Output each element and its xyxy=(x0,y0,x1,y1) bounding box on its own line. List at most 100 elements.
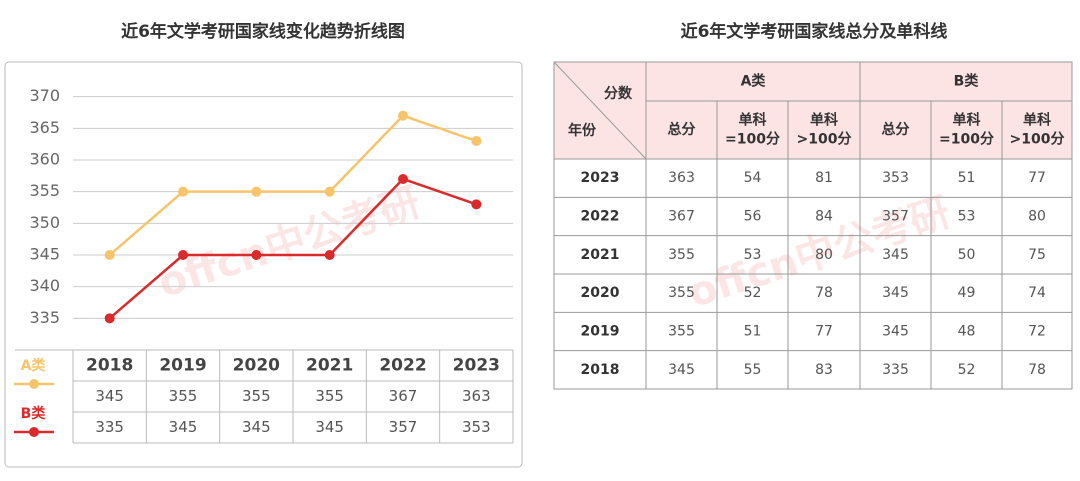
row-year: 2018 xyxy=(581,362,620,378)
x-tick-label: 2018 xyxy=(86,356,133,376)
x-tick-label: 2019 xyxy=(159,356,206,376)
row-year: 2020 xyxy=(581,285,620,301)
column-header: 单科 xyxy=(810,112,838,129)
table-cell: 345 xyxy=(668,362,695,378)
table-cell: 54 xyxy=(744,170,762,186)
y-tick-label: 355 xyxy=(29,181,60,200)
table-header-bg xyxy=(554,62,1072,159)
x-tick-label: 2022 xyxy=(379,356,426,376)
corner-bottom: 年份 xyxy=(568,122,597,139)
column-header: =100分 xyxy=(725,132,780,148)
table-cell: 345 xyxy=(882,324,909,340)
table-cell: 72 xyxy=(1028,324,1046,340)
y-tick-label: 360 xyxy=(29,150,60,169)
series-line xyxy=(108,114,477,256)
table-cell: 80 xyxy=(1028,209,1046,225)
column-header: =100分 xyxy=(939,132,994,148)
table-cell: 353 xyxy=(882,170,909,186)
chart-frame xyxy=(4,61,523,468)
x-tick-label: 2023 xyxy=(453,356,500,376)
table-title: 近6年文学考研国家线总分及单科线 xyxy=(681,21,948,42)
y-tick-label: 350 xyxy=(29,213,60,232)
row-year: 2022 xyxy=(581,209,620,225)
y-tick-label: 370 xyxy=(29,86,60,105)
row-year: 2021 xyxy=(581,247,620,263)
column-header: 总分 xyxy=(668,121,696,138)
point xyxy=(251,250,262,260)
point xyxy=(178,186,188,197)
table-cell: 335 xyxy=(882,362,909,378)
table-cell: 357 xyxy=(882,209,909,225)
chart-title: 近6年文学考研国家线变化趋势折线图 xyxy=(121,21,405,42)
column-header: >100分 xyxy=(1010,132,1065,148)
y-tick-label: 345 xyxy=(29,245,60,264)
table-cell: 77 xyxy=(1028,170,1046,186)
table-cell: 50 xyxy=(958,247,976,263)
table-value: 367 xyxy=(389,387,418,405)
table-cell: 355 xyxy=(668,285,695,301)
table-cell: 77 xyxy=(815,324,833,340)
table-cell: 78 xyxy=(815,285,833,301)
table-cell: 51 xyxy=(958,170,976,186)
corner-top: 分数 xyxy=(604,85,633,102)
table-value: 353 xyxy=(462,418,491,436)
table-cell: 74 xyxy=(1028,285,1046,301)
table-cell: 363 xyxy=(668,170,695,186)
table-value: 335 xyxy=(95,418,124,436)
point xyxy=(324,186,335,197)
table-cell: 52 xyxy=(744,285,762,301)
group-header: B类 xyxy=(954,73,980,90)
y-tick-label: 365 xyxy=(29,118,60,137)
group-header: A类 xyxy=(741,73,767,90)
table-cell: 56 xyxy=(744,209,762,225)
legend-label: B类 xyxy=(21,405,47,422)
table-cell: 81 xyxy=(815,170,833,186)
series-line xyxy=(108,177,477,320)
table-cell: 48 xyxy=(958,324,976,340)
table-value: 355 xyxy=(315,387,344,405)
point xyxy=(104,313,115,324)
table-cell: 84 xyxy=(815,209,833,225)
table-cell: 78 xyxy=(1028,362,1046,378)
table-cell: 51 xyxy=(744,324,762,340)
row-year: 2023 xyxy=(581,170,620,186)
table-value: 345 xyxy=(169,418,198,436)
table-value: 355 xyxy=(242,387,271,405)
x-tick-label: 2020 xyxy=(233,356,280,376)
column-header: 单科 xyxy=(739,112,767,129)
legend-label: A类 xyxy=(21,357,47,374)
table-cell: 355 xyxy=(668,324,695,340)
table-cell: 80 xyxy=(815,247,833,263)
table-cell: 355 xyxy=(668,247,695,263)
table-cell: 345 xyxy=(882,247,909,263)
point xyxy=(104,250,115,260)
table-value: 345 xyxy=(315,418,344,436)
point xyxy=(398,110,408,121)
point xyxy=(471,136,482,146)
point xyxy=(471,199,482,210)
legend-marker xyxy=(29,427,39,437)
table-value: 357 xyxy=(389,418,418,436)
row-year: 2019 xyxy=(581,324,620,340)
table-rule xyxy=(553,61,647,160)
column-header: 单科 xyxy=(953,112,981,129)
point xyxy=(178,250,188,260)
column-header: 总分 xyxy=(882,121,910,138)
y-tick-label: 340 xyxy=(29,276,60,295)
point xyxy=(251,186,262,197)
table-cell: 55 xyxy=(744,362,762,378)
table-cell: 49 xyxy=(958,285,976,301)
legend-marker xyxy=(29,379,39,389)
point xyxy=(398,174,408,184)
table-cell: 53 xyxy=(958,209,976,225)
y-tick-label: 335 xyxy=(29,308,60,327)
column-header: 单科 xyxy=(1023,112,1051,129)
table-value: 363 xyxy=(462,387,491,405)
table-cell: 52 xyxy=(958,362,976,378)
table-value: 345 xyxy=(242,418,271,436)
table-value: 355 xyxy=(169,387,198,405)
table-cell: 75 xyxy=(1028,247,1046,263)
x-tick-label: 2021 xyxy=(306,356,353,376)
table-cell: 83 xyxy=(815,362,833,378)
